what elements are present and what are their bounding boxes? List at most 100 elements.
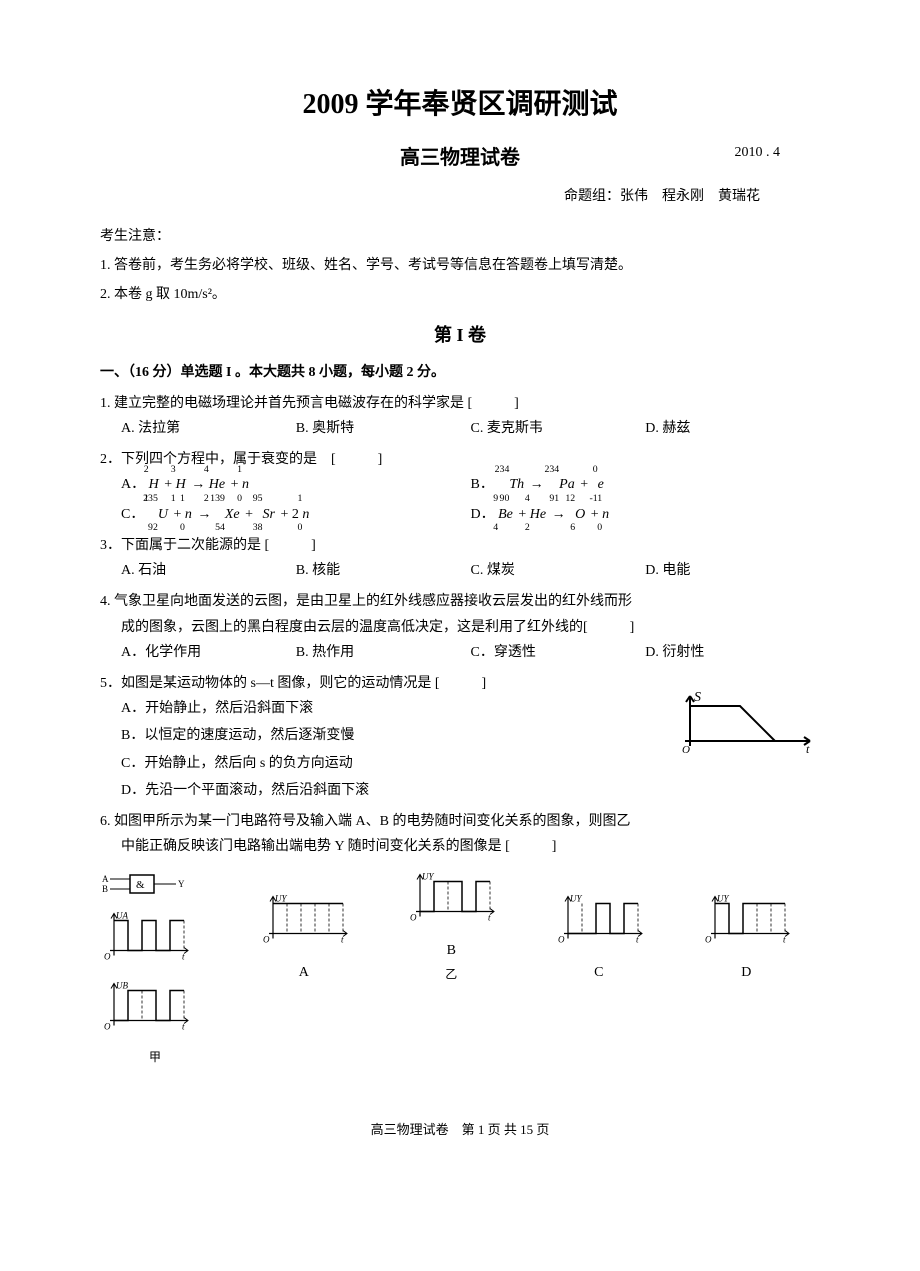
- q2c-plus2: +: [245, 507, 256, 522]
- q2c-p1-m: 235: [143, 494, 158, 504]
- q2b-p2-m: 234: [544, 465, 559, 475]
- svg-text:B: B: [102, 884, 108, 894]
- q4-stem1: 4. 气象卫星向地面发送的云图，是由卫星上的红外线感应器接收云层发出的红外线而形: [100, 589, 820, 614]
- q6-opt-d-label: D: [691, 960, 801, 985]
- question-1: 1. 建立完整的电磁场理论并首先预言电磁波存在的科学家是 [ ] A. 法拉第 …: [100, 391, 820, 441]
- q3-stem: 3．下面属于二次能源的是 [ ]: [100, 533, 820, 558]
- q2c-p1-a: 92: [148, 523, 158, 533]
- q6-gate-symbol: AB Y &: [100, 869, 190, 899]
- notice-2: 2. 本卷 g 取 10m/s²。: [100, 282, 820, 307]
- svg-text:A: A: [102, 874, 109, 884]
- exam-date: 2010 . 4: [735, 140, 781, 165]
- svg-text:UY: UY: [717, 893, 729, 903]
- svg-text:&: &: [136, 879, 145, 891]
- q2c-p2-s: n: [185, 507, 192, 522]
- q1-stem: 1. 建立完整的电磁场理论并首先预言电磁波存在的科学家是 [ ]: [100, 391, 820, 416]
- svg-text:S: S: [694, 691, 701, 705]
- q3-opt-c: C. 煤炭: [471, 558, 646, 583]
- q2-opt-a: A． 21H + 31H → 42He + 10n: [121, 472, 471, 497]
- q2b-p3-m: 0: [593, 465, 598, 475]
- q2b-p2-s: Pa: [559, 477, 575, 492]
- q2a-p3-m: 4: [204, 465, 209, 475]
- q2b-p2-a: 91: [549, 494, 559, 504]
- q6-ub-graph: UBOt: [100, 978, 190, 1038]
- q6-stem2: 中能正确反映该门电路输出端电势 Y 随时间变化关系的图像是 [ ]: [100, 834, 820, 859]
- q6-opt-c-label: C: [544, 960, 654, 985]
- q4-opt-c: C．穿透性: [471, 640, 646, 665]
- q4-opt-d: D. 衍射性: [645, 640, 820, 665]
- q6-left-col: ABY& UAOt UBOt 甲: [100, 869, 210, 1068]
- q5-opt-d: D．先沿一个平面滚动，然后沿斜面下滚: [121, 778, 820, 803]
- q6-figures: ABY& UAOt UBOt 甲 UYOt A UYOt B 乙 UYOt C …: [100, 869, 820, 1068]
- question-3: 3．下面属于二次能源的是 [ ] A. 石油 B. 核能 C. 煤炭 D. 电能: [100, 533, 820, 583]
- question-4: 4. 气象卫星向地面发送的云图，是由卫星上的红外线感应器接收云层发出的红外线而形…: [100, 589, 820, 665]
- q4-options: A．化学作用 B. 热作用 C．穿透性 D. 衍射性: [100, 640, 820, 665]
- q1-opt-c: C. 麦克斯韦: [471, 416, 646, 441]
- svg-text:O: O: [263, 934, 270, 944]
- svg-text:Y: Y: [178, 879, 185, 889]
- q2a-p2-a: 1: [171, 494, 176, 504]
- q2a-p2-m: 3: [171, 465, 176, 475]
- q2c-p2-a: 0: [180, 523, 185, 533]
- q2d-p3-m: 12: [565, 494, 575, 504]
- q2-opt-d: D． 94Be + 42He → 126O + 10n: [471, 502, 821, 527]
- svg-text:O: O: [682, 744, 690, 756]
- q6-ua-graph: UAOt: [100, 908, 190, 968]
- q3-opt-a: A. 石油: [121, 558, 296, 583]
- q4-opt-a: A．化学作用: [121, 640, 296, 665]
- question-5: 5．如图是某运动物体的 s—t 图像，则它的运动情况是 [ ] A．开始静止，然…: [100, 671, 820, 803]
- q2d-p1-a: 4: [493, 523, 498, 533]
- q1-opt-b: B. 奥斯特: [296, 416, 471, 441]
- q2d-plus1: +: [518, 507, 529, 522]
- q2a-p3-a: 2: [204, 494, 209, 504]
- q6-stem1: 6. 如图甲所示为某一门电路符号及输入端 A、B 的电势随时间变化关系的图象，则…: [100, 809, 820, 834]
- q6-opt-c-fig: UYOt C: [544, 891, 654, 985]
- q2c-p4-s: Sr: [263, 507, 275, 522]
- svg-text:O: O: [104, 1021, 111, 1031]
- q2c-p3-m: 139: [210, 494, 225, 504]
- section-title: 第 I 卷: [100, 319, 820, 351]
- q2d-plus2: +: [591, 507, 602, 522]
- svg-text:UY: UY: [422, 872, 434, 882]
- question-2: 2．下列四个方程中，属于衰变的是 [ ] A． 21H + 31H → 42He…: [100, 447, 820, 527]
- exam-title: 2009 学年奉贤区调研测试: [100, 80, 820, 130]
- q6-yi-label: 乙: [396, 964, 506, 986]
- q2c-p2-m: 1: [180, 494, 185, 504]
- q2b-p1-s: Th: [509, 477, 524, 492]
- exam-subtitle: 高三物理试卷: [400, 140, 520, 176]
- q2b-plus: +: [580, 477, 591, 492]
- q2b-p3-s: e: [598, 477, 604, 492]
- q2d-p3-s: O: [575, 507, 585, 522]
- q2-options: A． 21H + 31H → 42He + 10n B． 23490Th → 2…: [100, 472, 820, 527]
- q2a-plus2: +: [231, 477, 242, 492]
- question-6: 6. 如图甲所示为某一门电路符号及输入端 A、B 的电势随时间变化关系的图象，则…: [100, 809, 820, 1069]
- q2c-p5-s: n: [302, 507, 309, 522]
- q1-opt-a: A. 法拉第: [121, 416, 296, 441]
- q2d-arrow: →: [552, 507, 570, 522]
- q4-stem2: 成的图象，云图上的黑白程度由云层的温度高低决定，这是利用了红外线的[ ]: [100, 615, 820, 640]
- svg-text:UY: UY: [570, 893, 582, 903]
- q2d-p4-s: n: [602, 507, 609, 522]
- q2a-arrow: →: [191, 477, 209, 492]
- q2-opt-b: B． 23490Th → 23491Pa + 0-1e: [471, 472, 821, 497]
- q6-opt-a-label: A: [249, 960, 359, 985]
- q2a-p4-m: 1: [237, 465, 242, 475]
- notice-1: 1. 答卷前，考生务必将学校、班级、姓名、学号、考试号等信息在答题卷上填写清楚。: [100, 253, 820, 278]
- q6-opt-b-fig: UYOt B 乙: [396, 869, 506, 985]
- q2d-p1-s: Be: [498, 507, 513, 522]
- q2-c-prefix: C．: [121, 507, 144, 522]
- q2d-p2-m: 4: [525, 494, 530, 504]
- part1-head: 一、（16 分）单选题 I 。本大题共 8 小题，每小题 2 分。: [100, 360, 820, 385]
- q3-options: A. 石油 B. 核能 C. 煤炭 D. 电能: [100, 558, 820, 583]
- q2a-p1-m: 2: [144, 465, 149, 475]
- q2c-p3-s: Xe: [225, 507, 240, 522]
- q2a-p2-s: H: [176, 477, 186, 492]
- q2c-p5-m: 1: [298, 494, 303, 504]
- q5-st-graph: StO: [680, 691, 820, 771]
- q2c-p4-m: 95: [253, 494, 263, 504]
- svg-text:UA: UA: [116, 911, 128, 921]
- q2b-p1-m: 234: [495, 465, 510, 475]
- authors: 命题组：张伟 程永刚 黄瑞花: [100, 184, 820, 209]
- svg-text:O: O: [104, 952, 111, 962]
- q2-a-prefix: A．: [121, 477, 145, 492]
